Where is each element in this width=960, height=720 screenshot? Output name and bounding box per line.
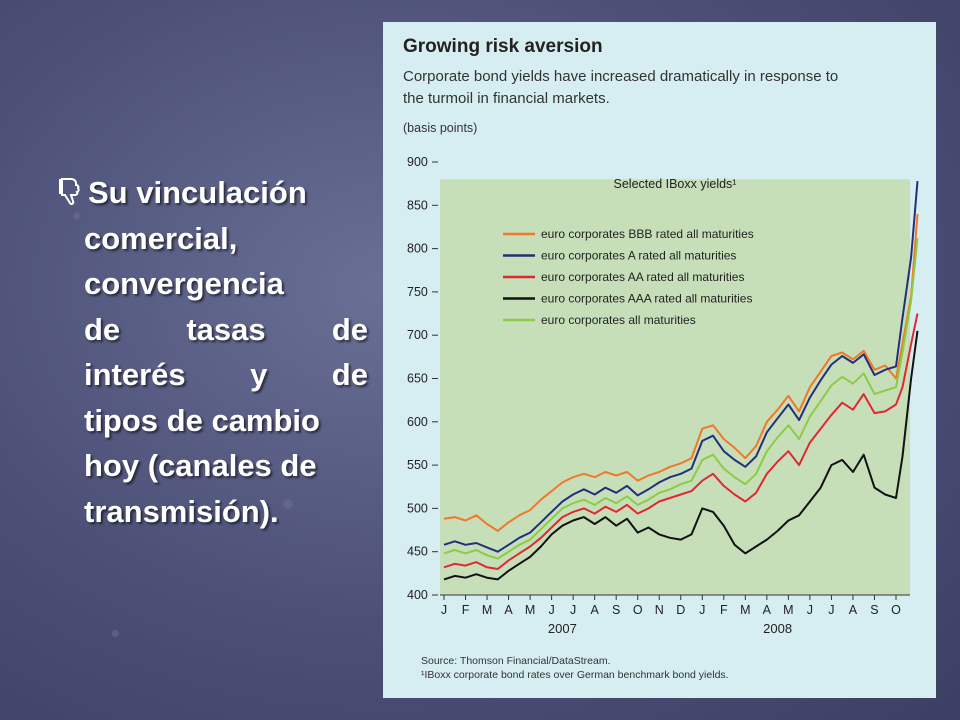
y-tick-label: 450 [407, 545, 428, 559]
x-year-label: 2008 [763, 621, 792, 636]
x-tick-label: J [807, 603, 813, 617]
bullet-text: Su vinculación comercial, convergencia d… [58, 170, 368, 534]
plot-area [440, 179, 910, 595]
legend-label: euro corporates BBB rated all maturities [541, 227, 754, 241]
x-tick-label: A [763, 603, 772, 617]
x-tick-label: N [655, 603, 664, 617]
x-tick-label: A [590, 603, 599, 617]
y-tick-label: 800 [407, 242, 428, 256]
series-line [443, 313, 919, 570]
legend-label: euro corporates AA rated all maturities [541, 270, 744, 284]
series-line [443, 330, 919, 581]
x-tick-label: O [633, 603, 643, 617]
bullet-line: tipos de cambio [84, 402, 320, 438]
y-tick-label: 600 [407, 415, 428, 429]
series-line [443, 213, 919, 532]
y-tick-label: 900 [407, 155, 428, 169]
x-tick-label: S [870, 603, 878, 617]
thumbs-down-icon [58, 170, 84, 216]
y-tick-label: 850 [407, 198, 428, 212]
chart-title: Growing risk aversion [403, 36, 603, 57]
y-tick-label: 650 [407, 372, 428, 386]
x-year-label: 2007 [548, 621, 577, 636]
series-line [443, 238, 919, 560]
y-tick-label: 700 [407, 328, 428, 342]
footnote: ¹IBoxx corporate bond rates over German … [421, 669, 729, 681]
bullet-line: comercial, [84, 220, 238, 256]
x-tick-label: J [828, 603, 834, 617]
y-tick-label: 750 [407, 285, 428, 299]
y-tick-label: 550 [407, 458, 428, 472]
x-tick-label: F [720, 603, 728, 617]
y-tick-label: 400 [407, 588, 428, 602]
legend-label: euro corporates AAA rated all maturities [541, 292, 752, 306]
y-tick-label: 500 [407, 501, 428, 515]
x-tick-label: S [612, 603, 620, 617]
x-tick-label: O [891, 603, 901, 617]
bullet-line: interés y de [84, 357, 368, 392]
bullet-line: transmisión). [84, 493, 279, 529]
x-tick-label: M [525, 603, 535, 617]
x-tick-label: J [699, 603, 705, 617]
x-tick-label: D [676, 603, 685, 617]
bullet-line: Su vinculación [88, 175, 307, 210]
x-tick-label: J [570, 603, 576, 617]
x-tick-label: M [740, 603, 750, 617]
chart-subtitle: Corporate bond yields have increased dra… [403, 68, 839, 107]
bullet-line: hoy (canales de [84, 448, 317, 483]
source-note: Source: Thomson Financial/DataStream. [421, 655, 611, 667]
inner-title: Selected IBoxx yields¹ [614, 177, 737, 191]
x-tick-label: A [504, 603, 513, 617]
legend-label: euro corporates A rated all maturities [541, 249, 736, 263]
x-tick-label: M [783, 603, 793, 617]
bullet-line: convergencia [84, 266, 284, 301]
series-line [443, 181, 919, 553]
bullet-line: de tasas de [84, 311, 368, 347]
legend-label: euro corporates all maturities [541, 313, 696, 327]
x-tick-label: J [548, 603, 554, 617]
x-tick-label: M [482, 603, 492, 617]
chart-source: Source: Thomson Financial/DataStream. ¹I… [421, 654, 729, 682]
x-tick-label: J [441, 603, 447, 617]
x-tick-label: A [849, 603, 858, 617]
x-tick-label: F [462, 603, 470, 617]
chart-panel: Growing risk aversion Corporate bond yie… [383, 22, 936, 698]
y-axis-unit: (basis points) [403, 121, 478, 135]
